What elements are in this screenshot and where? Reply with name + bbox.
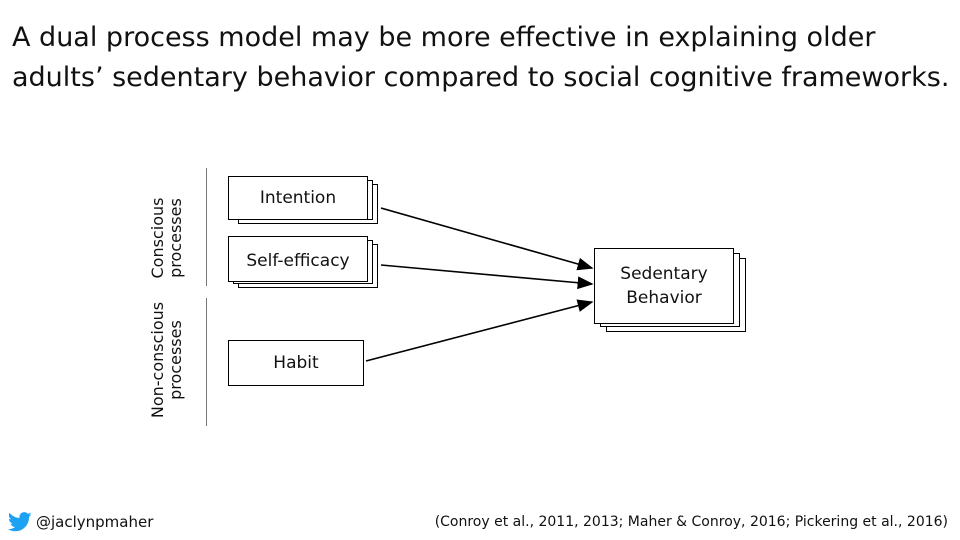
citation-text: (Conroy et al., 2011, 2013; Maher & Conr… [434,514,948,530]
self-efficacy-box: Self-efficacy [228,236,380,290]
habit-box: Habit [228,340,364,386]
sedentary-front-card: Sedentary Behavior [594,248,734,324]
sedentary-label-line-2: Behavior [626,288,702,308]
title-line-1: A dual process model may be more effecti… [12,22,876,53]
sedentary-behavior-box: Sedentary Behavior [594,248,750,340]
arrow-intention-to-sedentary [380,207,594,271]
nonconscious-divider-line [206,298,207,426]
title-line-2: adults’ sedentary behavior compared to s… [12,62,950,93]
arrow-habit-to-sedentary [365,299,594,362]
conscious-divider-line [206,168,207,286]
sedentary-label-line-1: Sedentary [620,264,708,284]
arrow-self-efficacy-to-sedentary [380,264,594,290]
slide-title: A dual process model may be more effecti… [12,18,952,98]
self-efficacy-label: Self-efficacy [246,251,350,271]
self-efficacy-front-card: Self-efficacy [228,236,368,282]
intention-front-card: Intention [228,176,368,220]
twitter-bird-icon [8,512,32,532]
habit-label: Habit [273,353,319,373]
twitter-handle[interactable]: @jaclynpmaher [8,512,153,532]
twitter-handle-text: @jaclynpmaher [36,513,154,531]
intention-label: Intention [259,188,337,208]
intention-box: Intention [228,176,380,226]
